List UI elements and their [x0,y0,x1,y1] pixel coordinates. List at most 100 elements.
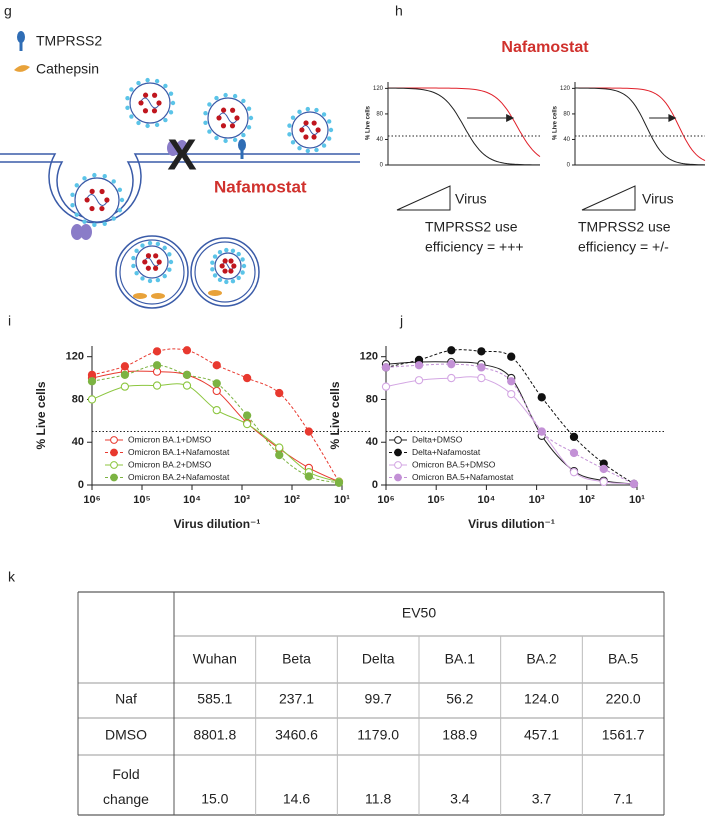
tmprss2-complex [71,224,83,240]
data-point [182,381,192,390]
nucleocapsid [156,259,162,265]
spike [236,275,241,281]
table-column-header: BA.2 [526,651,557,667]
data-point [414,376,424,385]
spike [147,240,153,246]
x-tick-label: 10⁶ [83,494,100,506]
rna [300,125,320,135]
data-point [381,382,391,391]
table-column-header: BA.1 [445,651,476,667]
axis-title: % Live cells [34,381,48,449]
x-tick-label: 10³ [234,494,250,506]
nucleocapsid [220,107,227,113]
spike [154,78,160,84]
table-cell: 585.1 [197,691,232,707]
data-point [477,373,486,383]
cathepsin [208,290,222,296]
data-point [275,450,284,460]
spike [232,137,238,143]
endosome [190,237,260,307]
legend-swatch [394,473,402,482]
data-point [275,388,284,398]
spike [74,183,79,188]
legend-label: Omicron BA.1+Nafamostat [128,447,230,457]
nucleocapsid [228,268,234,274]
tmprss2-complex [80,224,92,240]
nucleocapsid [219,263,225,269]
tmprss2-complex [176,140,188,156]
spike [163,117,168,123]
spike [111,216,116,221]
table-cell: 1179.0 [357,727,399,743]
spike [145,77,150,83]
nucleocapsid [142,259,148,265]
axis-title: Virus dilution⁻¹ [174,517,261,531]
y-tick-label: 0 [380,163,384,169]
cathepsin [133,293,147,299]
nucleocapsid [229,123,236,129]
table-column-header: Beta [282,651,311,667]
data-point [304,427,314,436]
x-tick-label: 10⁴ [183,494,201,506]
data-point [477,347,486,356]
legend-swatch [110,473,118,482]
data-point [414,361,424,370]
spike [134,248,139,254]
y-tick-label: 80 [72,393,84,405]
table-cell: 14.6 [283,791,310,807]
table-cell: 99.7 [365,691,392,707]
nucleocapsid [311,120,317,126]
spike [212,273,218,278]
spike [136,80,141,86]
table-cell: 1561.7 [602,727,645,743]
x-tick-label: 10⁵ [133,494,150,506]
table-row-header: Fold change [103,766,149,807]
x-tick-label: 10² [284,494,300,506]
spike [82,176,87,181]
spike [70,192,75,198]
legend-label: Delta+Nafamostat [412,447,481,457]
table-row-header-line: change [103,791,149,807]
spike [207,129,212,134]
data-point [120,382,130,391]
spike [134,270,139,276]
y-tick-label: 120 [360,351,378,363]
spike [168,110,174,115]
nucleocapsid [152,92,158,98]
spike [210,260,215,265]
x-tick-label: 10¹ [629,494,645,506]
endosome [194,241,256,303]
spike [236,251,241,257]
nucleocapsid [99,188,105,195]
spike [326,136,332,141]
y-tick-label: 40 [563,137,570,143]
spike [111,179,116,184]
y-tick-label: 80 [563,112,570,118]
spike [214,135,219,141]
nucleocapsid [145,265,151,271]
nucleocapsid [142,92,149,98]
membrane-outer [0,153,360,224]
legend-label: Omicron BA.2+Nafamostat [128,472,230,482]
nucleocapsid [138,100,144,106]
legend-swatch [110,436,118,444]
rna [217,112,239,124]
spike [305,106,311,112]
spike [117,207,123,213]
nucleocapsid [156,100,162,106]
legend-label: Omicron BA.2+DMSO [128,459,212,469]
caption: efficiency = +/- [578,239,669,255]
spike [290,140,296,145]
y-tick-label: 0 [78,479,84,491]
y-tick-label: 120 [560,86,571,92]
spike [207,102,212,107]
spike [224,279,229,285]
data-point [212,361,221,370]
legend-label: Cathepsin [36,61,99,77]
legend-label: Omicron BA.1+DMSO [128,434,212,444]
legend-swatch [394,448,402,457]
table-cell: 188.9 [442,727,477,743]
y-tick-label: 80 [366,393,378,405]
